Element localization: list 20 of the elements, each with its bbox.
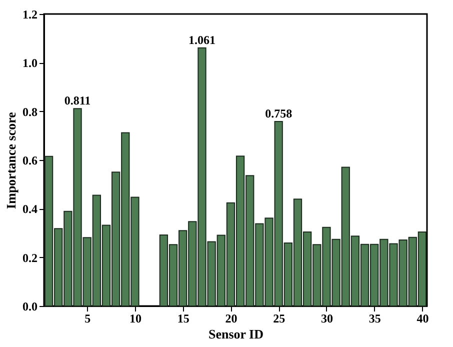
- y-tick-label: 0.4: [22, 202, 38, 216]
- x-tick-label: 5: [84, 312, 91, 326]
- y-tick-label: 0.0: [22, 300, 38, 314]
- x-tick-label: 25: [273, 312, 286, 326]
- x-tick-label: 40: [416, 312, 429, 326]
- data-label: 0.758: [265, 106, 292, 121]
- data-label: 1.061: [188, 32, 216, 47]
- y-tick-label: 0.6: [22, 154, 38, 168]
- x-tick-label: 35: [368, 312, 381, 326]
- x-axis-title: Sensor ID: [208, 326, 264, 342]
- y-tick-label: 1.2: [22, 8, 38, 22]
- y-tick-label: 0.8: [22, 104, 38, 119]
- x-tick-label: 20: [225, 312, 238, 326]
- x-tick-label: 15: [177, 312, 190, 326]
- data-label: 0.811: [64, 94, 91, 108]
- y-tick-label: 0.2: [22, 250, 38, 265]
- y-tick-label: 1.0: [22, 56, 38, 70]
- x-tick-label: 10: [129, 312, 142, 326]
- x-tick-label: 30: [320, 312, 333, 326]
- y-axis-title: Importance score: [4, 112, 18, 209]
